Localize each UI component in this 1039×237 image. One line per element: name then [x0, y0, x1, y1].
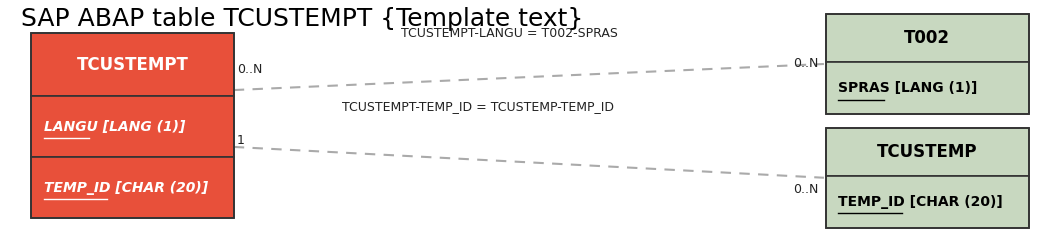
Text: TEMP_ID [CHAR (20)]: TEMP_ID [CHAR (20)]: [838, 195, 1004, 209]
Bar: [826, 14, 1029, 62]
Text: 0..N: 0..N: [794, 58, 819, 70]
Text: SAP ABAP table TCUSTEMPT {Template text}: SAP ABAP table TCUSTEMPT {Template text}: [21, 7, 583, 31]
Bar: [826, 128, 1029, 176]
Bar: [31, 33, 234, 96]
Text: TCUSTEMPT: TCUSTEMPT: [77, 56, 188, 74]
Bar: [31, 157, 234, 218]
Bar: [31, 33, 234, 218]
Bar: [31, 96, 234, 157]
Text: T002: T002: [904, 29, 951, 47]
Text: SPRAS [LANG (1)]: SPRAS [LANG (1)]: [838, 81, 978, 95]
Text: TEMP_ID [CHAR (20)]: TEMP_ID [CHAR (20)]: [44, 181, 208, 195]
Text: 1: 1: [237, 134, 245, 147]
Text: TCUSTEMP: TCUSTEMP: [877, 143, 978, 161]
Text: TCUSTEMPT-LANGU = T002-SPRAS: TCUSTEMPT-LANGU = T002-SPRAS: [401, 27, 617, 40]
Text: LANGU [LANG (1)]: LANGU [LANG (1)]: [44, 119, 185, 133]
Bar: [826, 176, 1029, 228]
Bar: [826, 14, 1029, 114]
Text: 0..N: 0..N: [794, 183, 819, 196]
Bar: [826, 62, 1029, 114]
Text: TCUSTEMPT-TEMP_ID = TCUSTEMP-TEMP_ID: TCUSTEMPT-TEMP_ID = TCUSTEMP-TEMP_ID: [342, 100, 614, 113]
Bar: [826, 128, 1029, 228]
Text: 0..N: 0..N: [237, 63, 262, 76]
